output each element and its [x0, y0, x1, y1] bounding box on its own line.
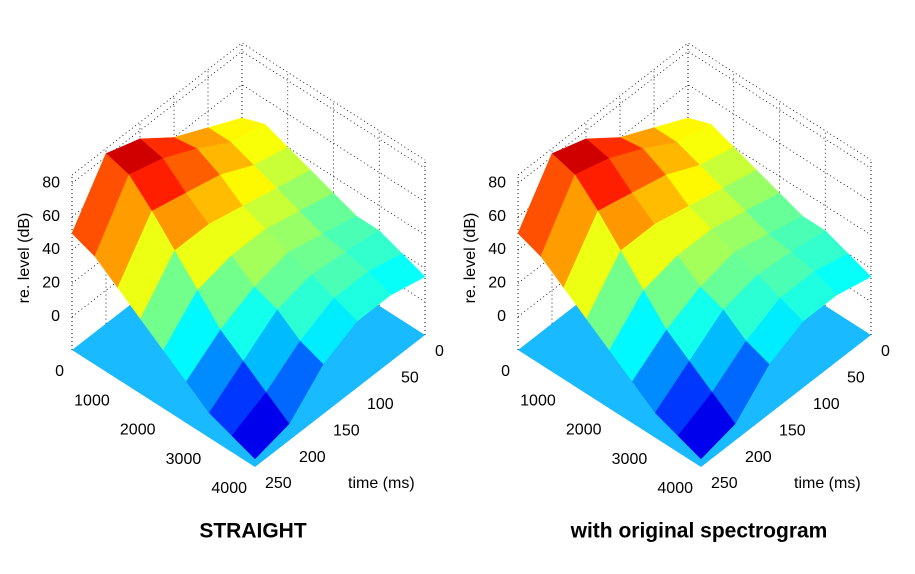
z-tick-label: 40 [42, 241, 60, 258]
z-tick-label: 0 [51, 308, 60, 325]
grid-line [71, 117, 426, 251]
x-tick-label: 1000 [74, 392, 110, 409]
box-edge [517, 42, 872, 176]
x-tick-label: 3000 [166, 451, 202, 468]
z-tick-label: 60 [488, 208, 506, 225]
chart-title: STRAIGHT [199, 520, 307, 543]
z-tick-label: 80 [488, 175, 506, 192]
y-tick-label: 150 [333, 422, 360, 439]
y-tick-label: 250 [711, 475, 738, 492]
x-tick-label: 3000 [612, 451, 648, 468]
surface-patch [231, 392, 290, 460]
z-axis-label: re. level (dB) [16, 213, 33, 304]
z-tick-label: 40 [488, 241, 506, 258]
y-tick-label: 50 [847, 370, 865, 387]
x-tick-label: 2000 [566, 422, 602, 439]
y-tick-label: 200 [299, 449, 326, 466]
grid-line [517, 50, 872, 184]
box-edge [71, 42, 426, 176]
y-tick-label: 100 [813, 396, 840, 413]
chart-title: with original spectrogram [570, 520, 828, 543]
x-tick-label: 1000 [520, 392, 556, 409]
z-tick-label: 80 [42, 175, 60, 192]
y-axis-label: time (ms) [794, 475, 861, 492]
grid-line [517, 117, 872, 251]
y-tick-label: 250 [265, 475, 292, 492]
x-tick-label: 0 [501, 363, 510, 380]
x-tick-label: 0 [55, 363, 64, 380]
grid-line [71, 84, 426, 218]
z-tick-label: 20 [42, 275, 60, 292]
z-axis-label: re. level (dB) [462, 213, 479, 304]
y-axis-label: time (ms) [348, 475, 415, 492]
grid-line [517, 84, 872, 218]
z-tick-label: 20 [488, 275, 506, 292]
surface-patch [677, 392, 736, 460]
x-tick-label: 2000 [120, 422, 156, 439]
x-tick-label: 4000 [657, 480, 693, 497]
y-tick-label: 50 [401, 370, 419, 387]
y-tick-label: 100 [367, 396, 394, 413]
grid-line [71, 50, 426, 184]
y-tick-label: 150 [779, 422, 806, 439]
y-tick-label: 0 [881, 343, 890, 360]
x-tick-label: 4000 [211, 480, 247, 497]
z-tick-label: 60 [42, 208, 60, 225]
y-tick-label: 0 [435, 343, 444, 360]
z-tick-label: 0 [497, 308, 506, 325]
y-tick-label: 200 [745, 449, 772, 466]
